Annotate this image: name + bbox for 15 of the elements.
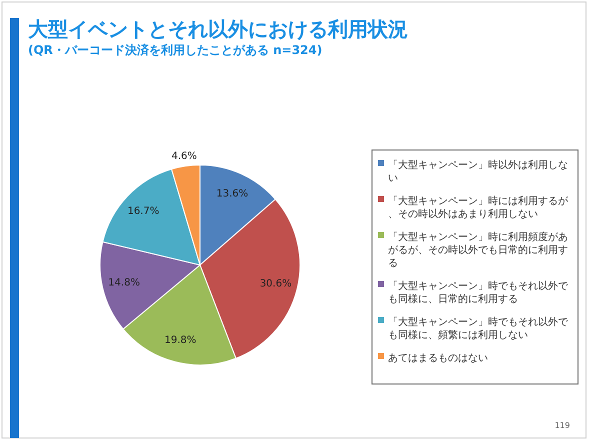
data-label: 14.8% [108, 278, 140, 289]
chart-subtitle: (QR・バーコード決済を利用したことがある n=324) [28, 43, 322, 57]
text: 119 [554, 421, 570, 430]
legend-label: 「大型キャンペーン」時でもそれ以外でも同様に、日常的に利用する [388, 280, 569, 305]
data-label: 16.7% [127, 206, 160, 218]
legend-label: あてはまるものはない [388, 353, 488, 364]
legend-label: 「大型キャンペーン」時には利用するが、その時以外はあまり利用しない [388, 195, 569, 220]
legend-label: 「大型キャンペーン」時に利用頻度があがるが、その時以外でも日常的に利用する [388, 231, 568, 269]
data-label: 4.6% [171, 150, 197, 162]
legend-label: 「大型キャンペーン」時以外は利用しない [388, 159, 568, 184]
chart-title: 大型イベントとそれ以外における利用状況 [28, 17, 408, 41]
data-label: 19.8% [164, 335, 196, 346]
legend-label: 「大型キャンペーン」時でもそれ以外でも同様に、頻繁には利用しない [388, 316, 569, 341]
data-label: 13.6% [216, 188, 248, 200]
data-label: 30.6% [260, 278, 292, 290]
